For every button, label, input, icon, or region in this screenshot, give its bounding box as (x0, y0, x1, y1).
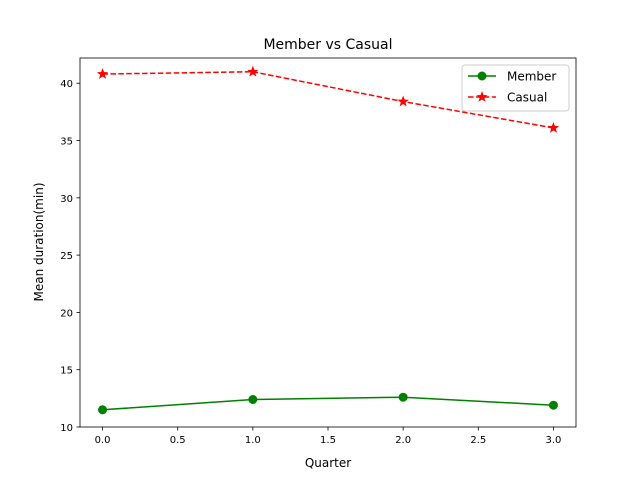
data-point-member (248, 394, 258, 404)
y-tick-label: 15 (60, 366, 73, 377)
plot-area: 0.0 0.5 1.0 1.5 2.0 2.5 3.0 10 15 20 25 30 35 40 (60, 57, 577, 446)
x-tick-label: 0.5 (170, 435, 186, 446)
data-point-member (398, 392, 408, 402)
data-point-member (98, 405, 108, 415)
x-tick-label: 1.5 (320, 435, 336, 446)
data-point-casual (96, 68, 109, 79)
chart-title: Member vs Casual (263, 37, 392, 53)
series-line-casual (102, 70, 554, 129)
y-tick-label: 20 (60, 308, 73, 319)
y-tick-label: 35 (60, 137, 73, 148)
series-line-member (102, 396, 554, 411)
legend-label-casual: Casual (507, 91, 547, 105)
x-axis-label: Quarter (305, 456, 351, 470)
y-tick-label: 30 (60, 194, 73, 205)
data-point-member (548, 400, 558, 410)
x-tick-label: 3.0 (546, 435, 562, 446)
y-tick-label: 40 (60, 79, 73, 90)
legend-marker-casual (476, 91, 488, 102)
x-tick-label: 0.0 (95, 435, 111, 446)
x-tick-label: 2.0 (395, 435, 411, 446)
legend-label-member: Member (507, 70, 556, 84)
x-tick-label: 1.0 (245, 435, 261, 446)
data-point-casual (247, 65, 259, 77)
y-tick-label: 25 (60, 251, 73, 262)
data-point-casual (547, 121, 560, 133)
data-point-casual (397, 95, 409, 107)
legend-marker-member (477, 71, 487, 81)
y-tick-label: 10 (60, 423, 73, 434)
legend: Member Casual (461, 64, 570, 112)
y-axis-label: Mean duration(min) (32, 183, 46, 302)
x-tick-label: 2.5 (470, 435, 486, 446)
